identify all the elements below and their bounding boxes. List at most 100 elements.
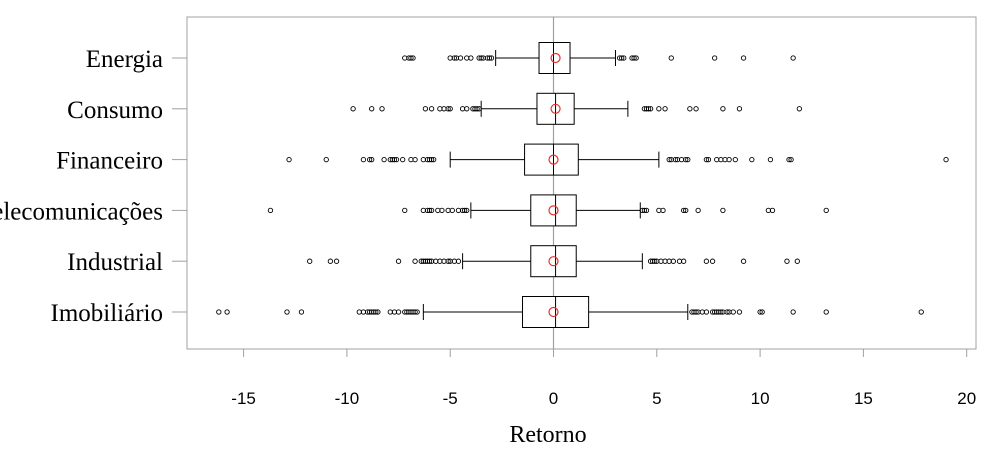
category-label: Industrial (67, 249, 163, 276)
x-tick-label: -5 (443, 389, 458, 408)
outlier-point (449, 207, 455, 214)
outlier-point (350, 106, 356, 112)
outlier-point (381, 156, 387, 163)
outlier-point (216, 309, 222, 315)
mean-marker (548, 306, 559, 318)
outlier-point (740, 55, 747, 61)
outlier-point (730, 309, 736, 315)
outlier-point (267, 207, 274, 214)
outlier-point (736, 309, 743, 315)
plot-frame (186, 16, 977, 350)
outlier-point (666, 156, 672, 163)
outlier-point (769, 207, 776, 214)
outlier-point (447, 106, 453, 112)
outlier-point (412, 258, 418, 264)
outlier-point (307, 258, 313, 264)
outlier-point (823, 309, 829, 315)
outlier-point (736, 106, 743, 112)
outlier-point (681, 207, 687, 214)
outlier-point (400, 156, 406, 163)
outlier-point (457, 55, 464, 61)
outlier-point (643, 207, 650, 214)
outlier-point (687, 106, 693, 112)
outlier-point (656, 106, 662, 112)
outlier-point (445, 106, 451, 112)
outlier-point (759, 309, 765, 315)
iqr-box (524, 143, 579, 176)
outlier-point (633, 55, 639, 61)
x-tick-label: 10 (751, 389, 770, 408)
boxplot-2 (350, 92, 803, 125)
boxplot-6 (216, 296, 924, 328)
outlier-point (379, 106, 385, 112)
outlier-point (693, 309, 699, 315)
outlier-point (647, 106, 654, 112)
outlier-point (652, 258, 658, 264)
outlier-point (732, 156, 738, 163)
outlier-point (451, 55, 457, 61)
outlier-point (395, 309, 402, 315)
outlier-point (794, 258, 800, 264)
x-tick-label: -15 (231, 389, 256, 408)
outlier-point (711, 55, 718, 61)
category-label: Energia (86, 46, 163, 73)
outlier-point (428, 207, 435, 214)
outlier-point (709, 258, 716, 264)
boxplot-3 (286, 143, 949, 176)
outlier-point (286, 156, 292, 163)
category-label: Telecomunicações (0, 198, 163, 225)
outlier-point (426, 207, 433, 214)
outlier-point (685, 156, 691, 163)
category-label: Financeiro (56, 148, 163, 175)
outlier-point (943, 156, 949, 163)
outlier-point (788, 156, 794, 163)
mean-marker (550, 52, 561, 64)
mean-marker (548, 154, 559, 165)
outlier-point (298, 309, 305, 315)
outlier-point (703, 156, 710, 163)
outlier-point (428, 106, 435, 112)
outlier-point (703, 309, 710, 315)
outlier-point (462, 207, 468, 214)
outlier-point (323, 156, 329, 163)
outlier-point (395, 258, 402, 264)
x-tick-label: -10 (335, 389, 360, 408)
iqr-box (530, 194, 577, 227)
x-axis-ticks: -15 -10 -5 0 5 10 15 20 (231, 349, 976, 408)
outlier-point (414, 309, 420, 315)
outlier-point (369, 106, 375, 112)
outlier-point (486, 55, 493, 61)
outlier-point (224, 309, 230, 315)
outlier-point (327, 258, 334, 264)
outlier-point (660, 207, 666, 214)
iqr-box (530, 245, 577, 278)
outlier-point (468, 55, 474, 61)
outlier-point (918, 309, 924, 315)
outlier-point (670, 258, 676, 264)
outlier-point (284, 309, 290, 315)
outlier-point (767, 156, 774, 163)
category-labels: Energia Consumo Financeiro Telecomunicações… (0, 46, 163, 327)
outlier-point (720, 207, 726, 214)
outlier-point (681, 258, 687, 264)
category-label: Consumo (67, 97, 163, 124)
x-tick-label: 20 (957, 389, 976, 408)
outlier-point (439, 207, 445, 214)
outlier-point (705, 156, 712, 163)
outlier-point (366, 156, 373, 163)
boxes-group (216, 42, 949, 328)
outlier-point (412, 156, 418, 163)
outlier-point (784, 258, 790, 264)
outlier-point (476, 106, 482, 112)
outlier-point (740, 258, 747, 264)
x-tick-label: 5 (652, 389, 661, 408)
mean-marker (548, 256, 559, 267)
outlier-point (703, 258, 710, 264)
outlier-point (464, 207, 470, 214)
outlier-point (431, 156, 437, 163)
mean-marker (550, 103, 561, 114)
outlier-point (393, 156, 400, 163)
outlier-point (402, 207, 408, 214)
outlier-point (796, 106, 803, 112)
outlier-point (749, 156, 755, 163)
